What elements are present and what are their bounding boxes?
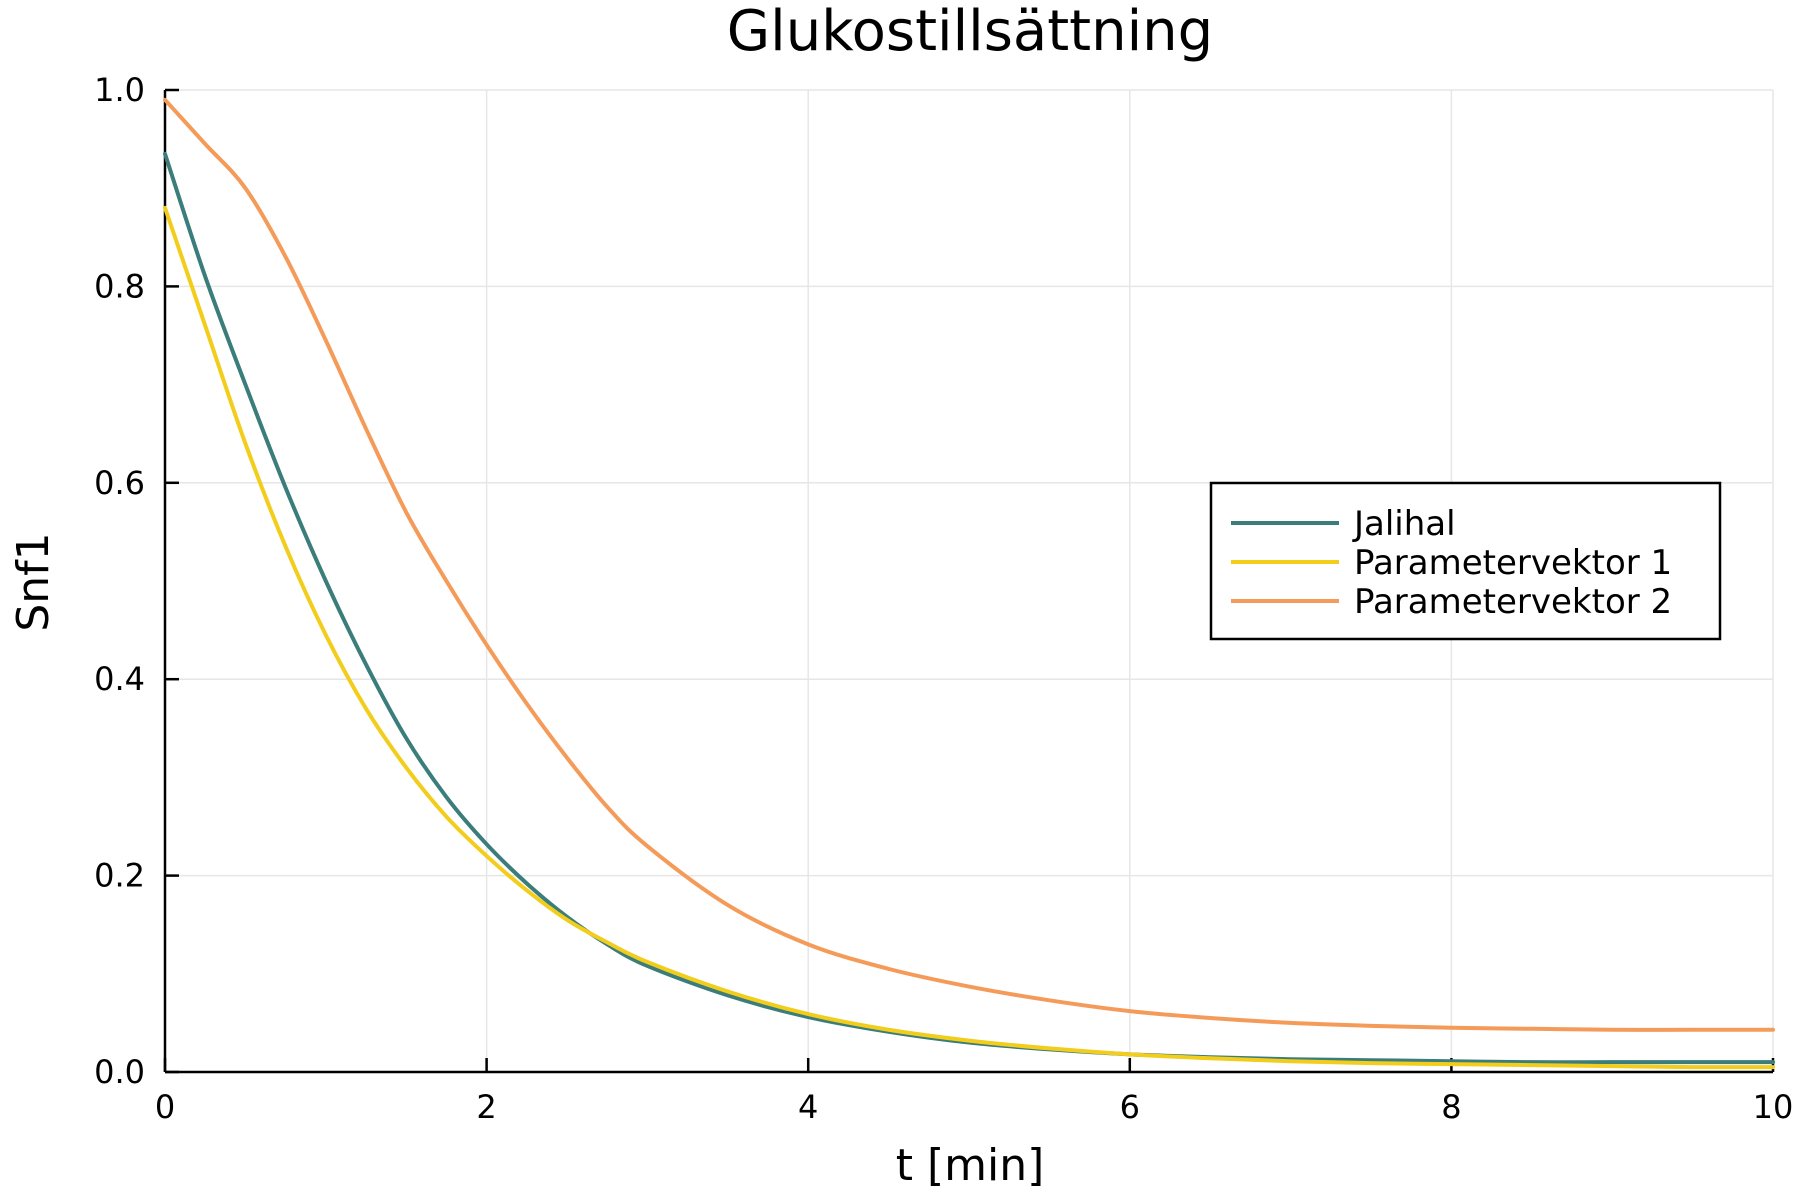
x-tick-label: 2 [476, 1088, 496, 1126]
y-tick-label: 1.0 [94, 71, 145, 109]
series-line-2 [163, 205, 1775, 1070]
x-tick-label: 10 [1753, 1088, 1794, 1126]
ticks: 0 2 4 6 8 10 0.0 0.2 0.4 0.6 0.8 1.0 [94, 71, 1793, 1126]
chart-title: Glukostillsättning [727, 0, 1213, 64]
y-tick-label: 0.4 [94, 660, 145, 698]
x-tick-label: 0 [155, 1088, 175, 1126]
y-tick-label: 0.6 [94, 464, 145, 502]
y-axis-label: Snf1 [8, 532, 59, 631]
legend-label: Parametervektor 1 [1354, 543, 1672, 583]
x-tick-label: 4 [798, 1088, 818, 1126]
legend-label: Jalihal [1352, 504, 1456, 544]
x-tick-label: 6 [1120, 1088, 1140, 1126]
grid [165, 89, 1774, 1072]
y-tick-label: 0.8 [94, 267, 145, 305]
legend-label: Parametervektor 2 [1354, 582, 1672, 622]
axes [163, 90, 1773, 1074]
y-tick-label: 0.0 [94, 1053, 145, 1091]
series-line-1 [163, 151, 1775, 1065]
y-tick-label: 0.2 [94, 857, 145, 895]
x-tick-label: 8 [1441, 1088, 1461, 1126]
x-axis-label: t [min] [896, 1140, 1045, 1191]
series-group [163, 97, 1775, 1070]
series-line-3 [163, 97, 1775, 1032]
